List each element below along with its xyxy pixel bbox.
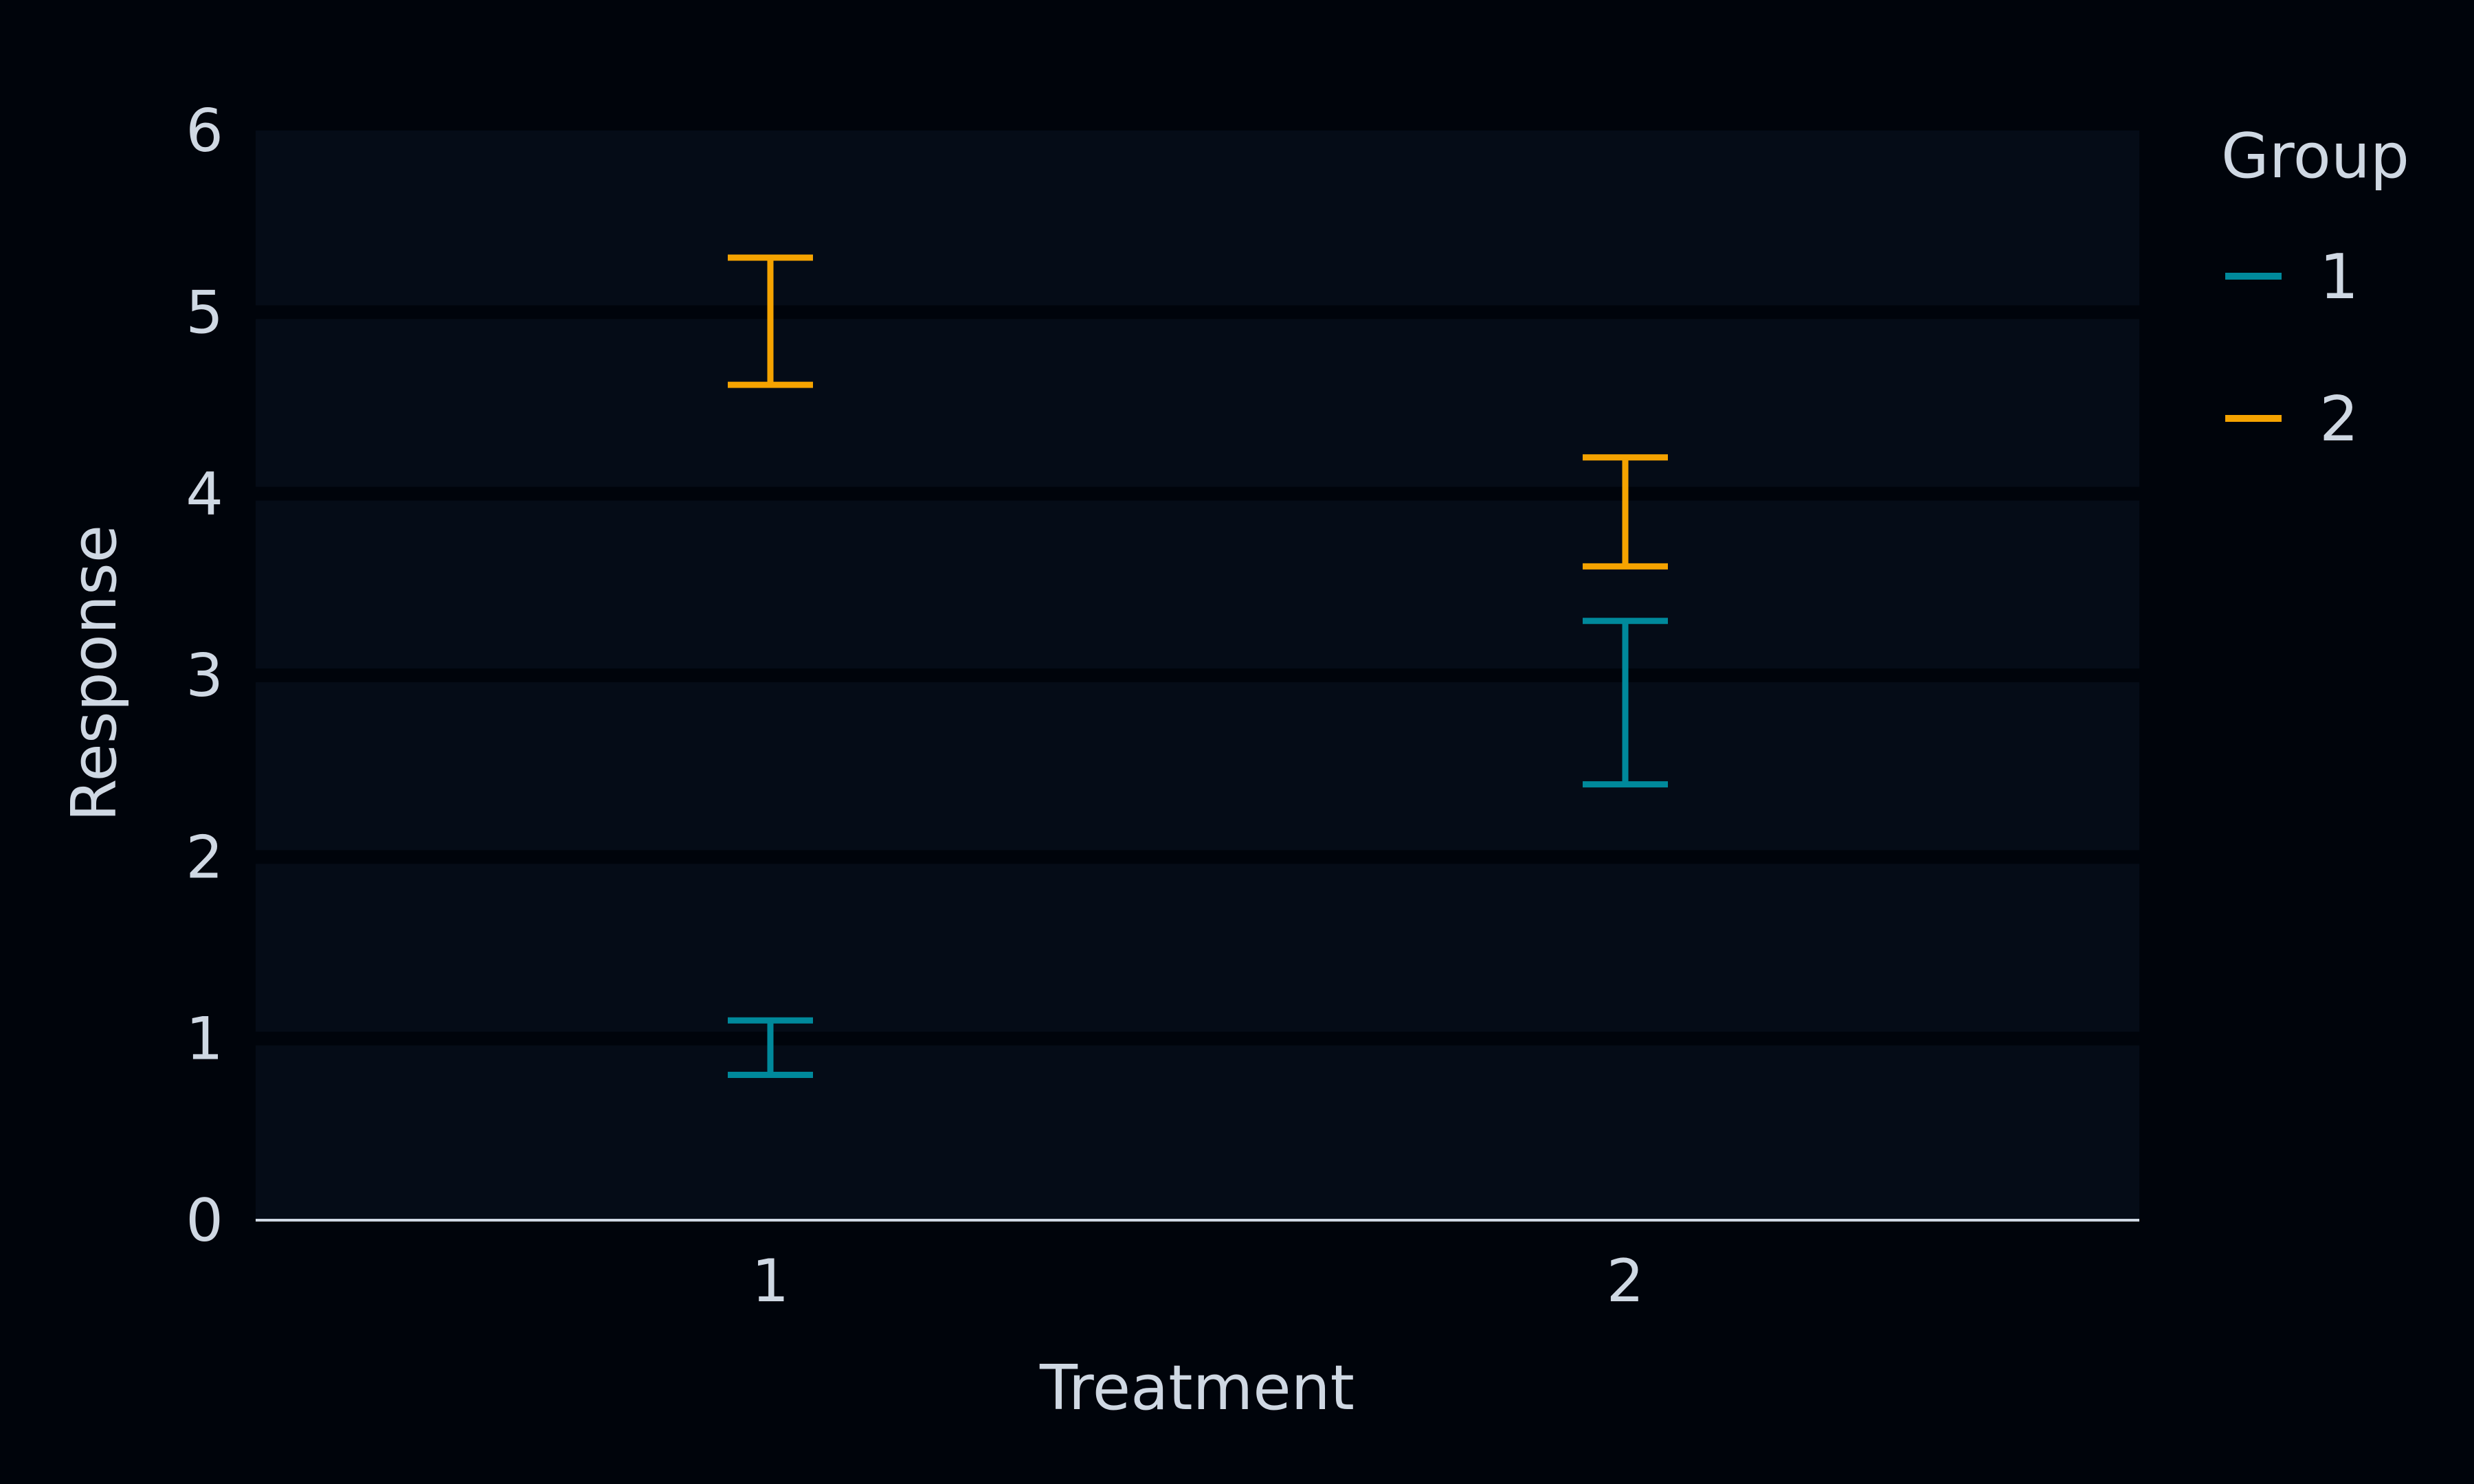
- x-axis-title: Treatment: [1039, 1352, 1355, 1424]
- y-tick-label-3: 3: [186, 642, 223, 710]
- legend-title: Group: [2221, 120, 2409, 192]
- series-layer: [728, 254, 1668, 1079]
- y-tick-label-0: 0: [186, 1187, 223, 1255]
- error-bar-group1-treatment2: [1583, 618, 1668, 788]
- error-bar-group2-treatment2: [1583, 454, 1668, 570]
- gridlines: [256, 305, 2139, 1046]
- legend-label: 2: [2319, 383, 2359, 456]
- y-tick-label-2: 2: [186, 823, 223, 892]
- y-axis-title: Response: [58, 525, 131, 822]
- legend-label: 1: [2319, 241, 2359, 313]
- y-tick-label-4: 4: [186, 460, 223, 529]
- legend-item-2: 2: [2225, 383, 2359, 456]
- error-bar-group1-treatment1: [728, 1017, 813, 1079]
- y-tick-label-5: 5: [186, 278, 223, 347]
- series-group-1: [728, 618, 1668, 1079]
- legend-item-1: 1: [2225, 241, 2359, 313]
- y-tick-label-1: 1: [186, 1005, 223, 1074]
- error-bar-group2-treatment1: [728, 254, 813, 388]
- x-tick-label-2: 2: [1607, 1247, 1645, 1316]
- legend-items: 12: [2225, 241, 2359, 456]
- legend: Group 12: [2221, 120, 2409, 456]
- series-group-2: [728, 254, 1668, 570]
- y-tick-label-6: 6: [186, 97, 223, 166]
- y-axis-ticks: 0 1 2 3 4 5 6: [186, 97, 223, 1255]
- x-tick-label-1: 1: [752, 1247, 790, 1316]
